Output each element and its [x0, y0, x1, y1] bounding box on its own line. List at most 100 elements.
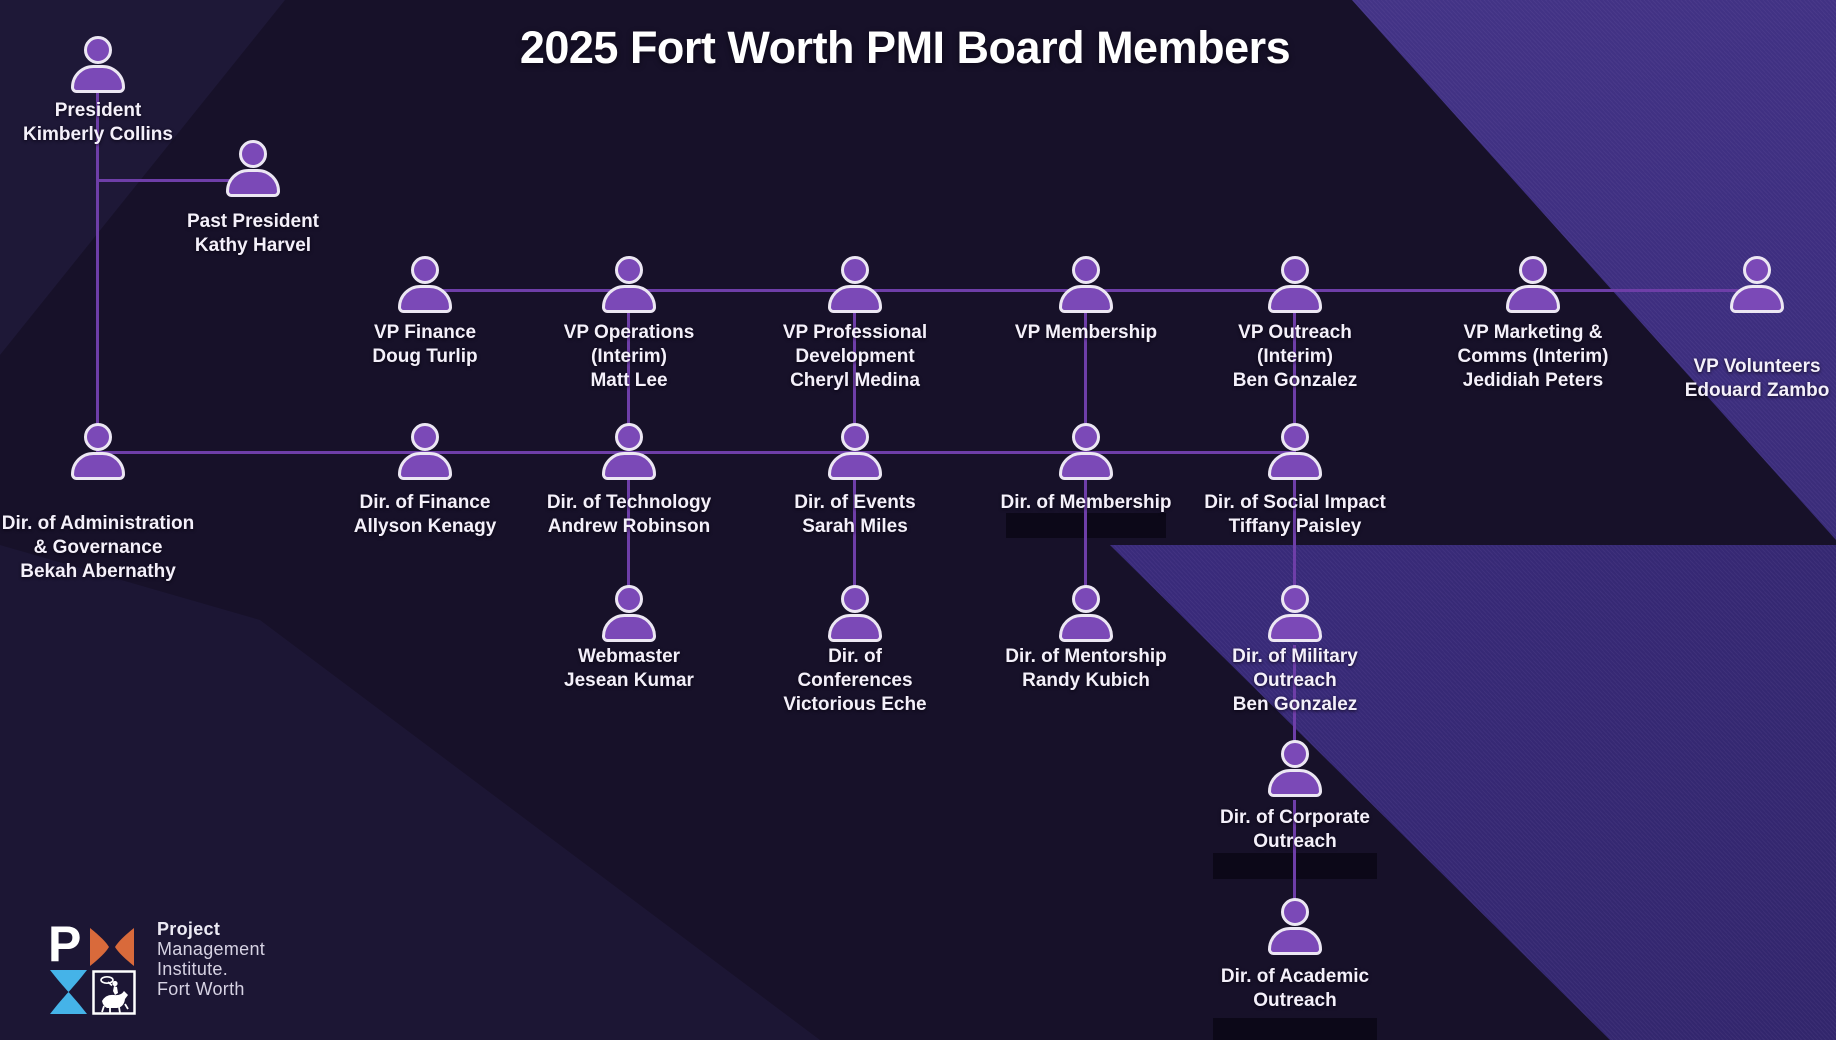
person-torso: [1268, 285, 1322, 313]
person-torso: [71, 452, 125, 480]
person-head: [1281, 585, 1309, 613]
connector-vpmembership-down: [1084, 313, 1087, 453]
label-dir-technology: Dir. of Technology Andrew Robinson: [546, 492, 712, 537]
label-dir-corporate: Dir. of Corporate Outreach: [1220, 807, 1370, 852]
label-vp-finance: VP Finance Doug Turlip: [372, 322, 478, 367]
connector-social-military: [1293, 478, 1296, 600]
label-vp-operations: VP Operations (Interim) Matt Lee: [563, 322, 695, 391]
person-head: [411, 423, 439, 451]
person-head: [615, 423, 643, 451]
label-dir-conferences: Dir. of Conferences Victorious Eche: [783, 646, 927, 715]
person-head: [1281, 740, 1309, 768]
person-torso: [398, 285, 452, 313]
label-vp-outreach: VP Outreach (Interim) Ben Gonzalez: [1232, 322, 1358, 391]
person-head: [1281, 423, 1309, 451]
person-torso: [398, 452, 452, 480]
person-icon-dir-academic: [1268, 898, 1322, 955]
label-webmaster: Webmaster Jesean Kumar: [564, 646, 694, 691]
label-dir-admin: Dir. of Administration & Governance Bekah …: [1, 513, 195, 582]
person-head: [1281, 256, 1309, 284]
connector-membership-mentorship: [1084, 478, 1087, 600]
connector-technology-webmaster: [627, 478, 630, 600]
connector-director-rail: [98, 451, 1295, 454]
person-head: [841, 423, 869, 451]
connector-vpoperations-down: [627, 313, 630, 453]
person-head: [615, 256, 643, 284]
person-torso: [602, 285, 656, 313]
label-past-president: Past President Kathy Harvel: [187, 211, 319, 256]
label-president: President Kimberly Collins: [23, 100, 173, 145]
person-head: [1519, 256, 1547, 284]
person-icon-webmaster: [602, 585, 656, 642]
person-head: [841, 256, 869, 284]
person-icon-dir-conferences: [828, 585, 882, 642]
person-torso: [1059, 452, 1113, 480]
person-torso: [602, 452, 656, 480]
fort-worth-horse-icon: [92, 970, 136, 1015]
person-head: [1743, 256, 1771, 284]
person-head: [411, 256, 439, 284]
connector-vpprofdev-down: [853, 313, 856, 453]
person-icon-dir-technology: [602, 423, 656, 480]
person-head: [84, 423, 112, 451]
person-head: [1072, 585, 1100, 613]
person-head: [1072, 256, 1100, 284]
label-vp-membership: VP Membership: [1014, 322, 1158, 343]
person-icon-dir-corporate: [1268, 740, 1322, 797]
person-head: [615, 585, 643, 613]
person-head: [239, 140, 267, 168]
person-head: [841, 585, 869, 613]
pmi-logo-wordmark: Project Management Institute. Fort Worth: [157, 919, 266, 999]
person-icon-president: [71, 36, 125, 93]
person-torso: [1506, 285, 1560, 313]
person-icon-vp-finance: [398, 256, 452, 313]
pmi-logo-m-icon: [90, 928, 134, 966]
label-dir-military: Dir. of Military Outreach Ben Gonzalez: [1232, 646, 1358, 715]
person-torso: [828, 285, 882, 313]
person-torso: [1059, 285, 1113, 313]
label-dir-social: Dir. of Social Impact Tiffany Paisley: [1204, 492, 1386, 537]
person-icon-dir-admin: [71, 423, 125, 480]
pmi-logo-letter-p: P: [48, 916, 82, 972]
person-torso: [1268, 769, 1322, 797]
label-vp-prof-dev: VP Professional Development Cheryl Medina: [782, 322, 928, 391]
person-torso: [602, 614, 656, 642]
redacted-name-bar-academic: [1213, 1018, 1377, 1040]
person-torso: [828, 614, 882, 642]
person-icon-vp-marketing: [1506, 256, 1560, 313]
person-torso: [71, 65, 125, 93]
person-icon-vp-membership: [1059, 256, 1113, 313]
person-icon-vp-prof-dev: [828, 256, 882, 313]
person-icon-vp-operations: [602, 256, 656, 313]
person-torso: [1268, 452, 1322, 480]
person-icon-vp-outreach: [1268, 256, 1322, 313]
label-dir-membership: Dir. of Membership: [1000, 492, 1172, 513]
person-icon-past-president: [226, 140, 280, 197]
label-vp-volunteers: VP Volunteers Edouard Zambo: [1684, 356, 1830, 401]
person-icon-vp-volunteers: [1730, 256, 1784, 313]
label-vp-marketing: VP Marketing & Comms (Interim) Jedidiah Pe…: [1457, 322, 1609, 391]
person-icon-dir-finance: [398, 423, 452, 480]
person-torso: [828, 452, 882, 480]
person-icon-dir-events: [828, 423, 882, 480]
pmi-logo-i-icon: [50, 970, 87, 1014]
person-head: [1072, 423, 1100, 451]
person-torso: [1268, 614, 1322, 642]
person-icon-dir-social: [1268, 423, 1322, 480]
page-title: 2025 Fort Worth PMI Board Members: [519, 22, 1291, 73]
connector-vpoutreach-down: [1293, 313, 1296, 453]
person-icon-dir-mentorship: [1059, 585, 1113, 642]
person-torso: [1730, 285, 1784, 313]
person-icon-dir-membership: [1059, 423, 1113, 480]
label-dir-finance: Dir. of Finance Allyson Kenagy: [353, 492, 497, 537]
person-head: [84, 36, 112, 64]
person-head: [1281, 898, 1309, 926]
label-dir-events: Dir. of Events Sarah Miles: [794, 492, 916, 537]
person-torso: [1268, 927, 1322, 955]
label-dir-mentorship: Dir. of Mentorship Randy Kubich: [1005, 646, 1167, 691]
connector-events-conferences: [853, 478, 856, 600]
label-dir-academic: Dir. of Academic Outreach: [1220, 966, 1370, 1011]
person-torso: [226, 169, 280, 197]
person-icon-dir-military: [1268, 585, 1322, 642]
